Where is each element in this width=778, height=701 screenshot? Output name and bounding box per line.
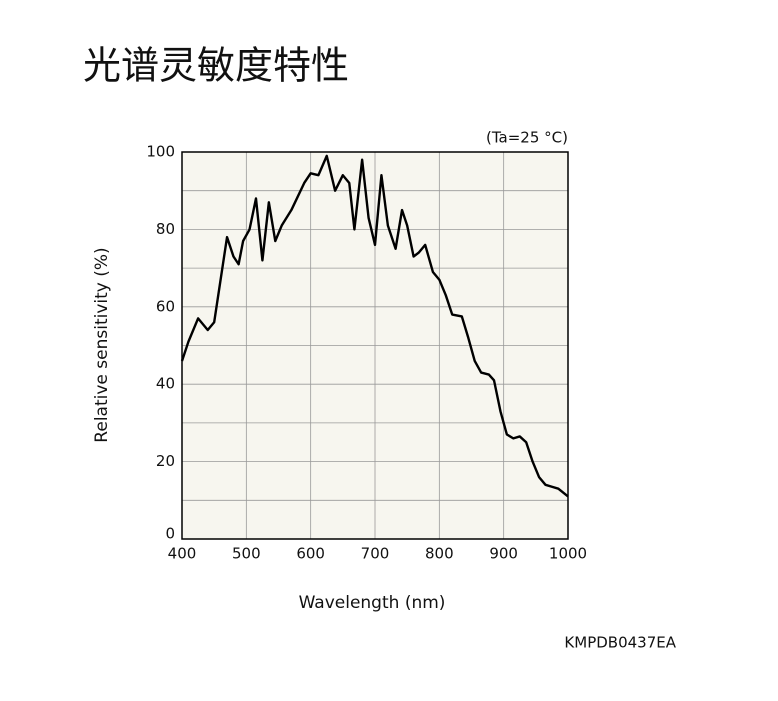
plot-frame — [181, 151, 569, 540]
y-tick-label: 20 — [156, 452, 175, 470]
x-tick-label: 500 — [232, 545, 261, 563]
footnote: KMPDB0437EA — [564, 634, 676, 652]
x-tick-label: 800 — [425, 545, 454, 563]
x-tick-label: 1000 — [549, 545, 587, 563]
y-tick-label: 0 — [165, 525, 175, 543]
x-axis-label: Wavelength (nm) — [299, 593, 446, 613]
y-tick-label: 80 — [156, 220, 175, 238]
x-tick-label: 600 — [296, 545, 325, 563]
annotation: (Ta=25 °C) — [486, 129, 568, 147]
x-tick-label: 900 — [489, 545, 518, 563]
y-tick-label: 100 — [146, 143, 175, 161]
y-axis-label: Relative sensitivity (%) — [92, 247, 112, 442]
x-tick-label: 700 — [361, 545, 390, 563]
y-tick-label: 40 — [156, 375, 175, 393]
x-tick-label: 400 — [168, 545, 197, 563]
y-tick-label: 60 — [156, 297, 175, 315]
chart-title: 光谱灵敏度特性 — [83, 44, 349, 88]
data-line — [180, 154, 569, 498]
